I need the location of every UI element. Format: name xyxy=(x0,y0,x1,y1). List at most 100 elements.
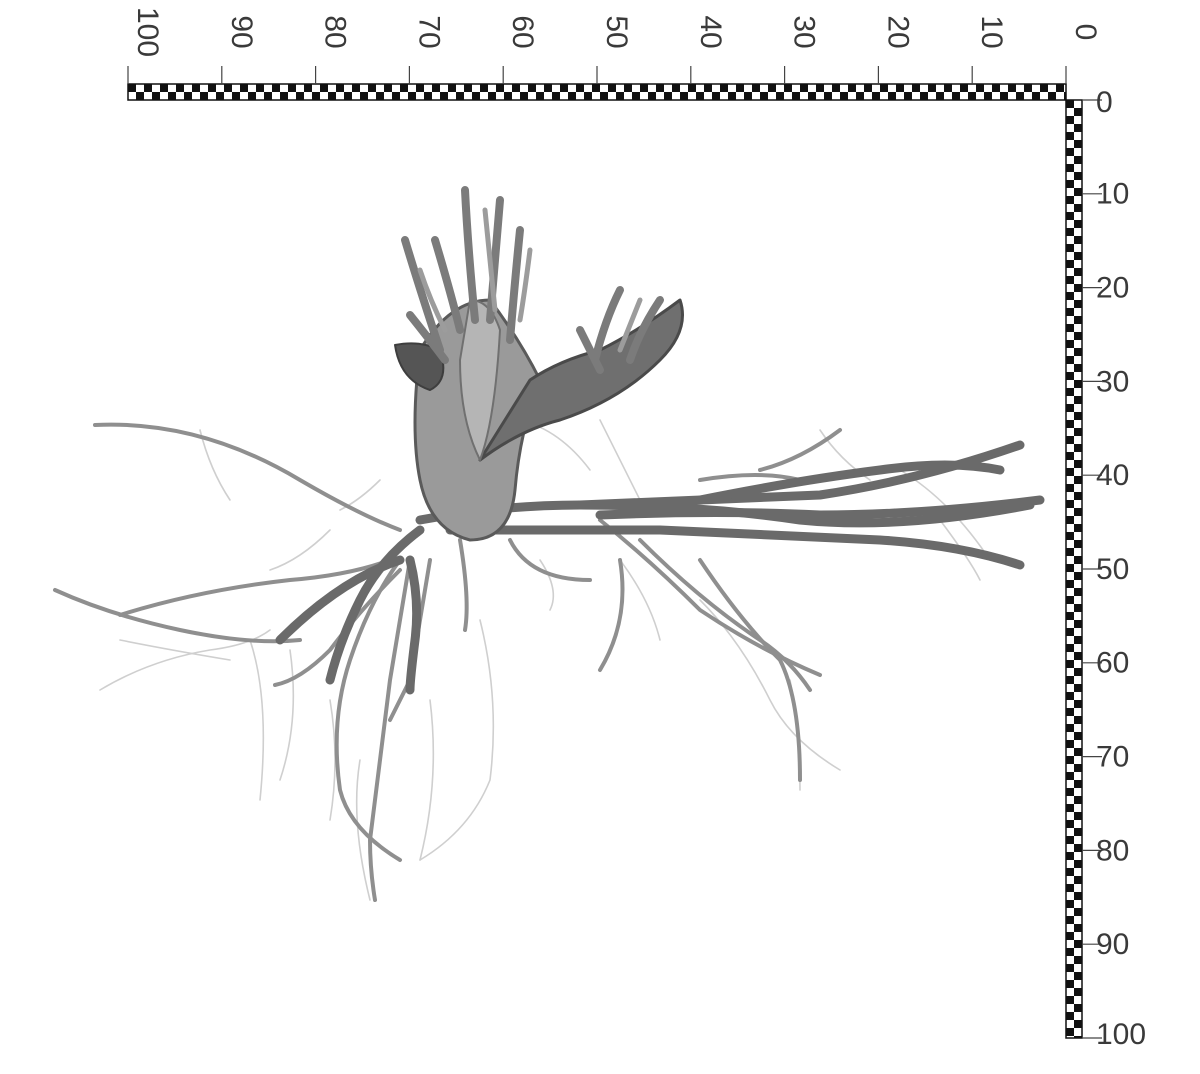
scale-check xyxy=(1066,148,1074,156)
scale-check xyxy=(864,84,872,92)
scale-check xyxy=(720,84,728,92)
scale-check xyxy=(560,84,568,92)
scale-check xyxy=(920,92,928,100)
scale-check xyxy=(1066,388,1074,396)
scale-check xyxy=(1066,996,1074,1004)
scale-check xyxy=(512,84,520,92)
scale-check xyxy=(400,84,408,92)
scale-check xyxy=(672,84,680,92)
scale-check xyxy=(800,84,808,92)
scale-check xyxy=(1066,404,1074,412)
scale-check xyxy=(1074,284,1082,292)
scale-check xyxy=(1066,692,1074,700)
scale-check xyxy=(1074,108,1082,116)
scale-check xyxy=(1066,948,1074,956)
scale-check xyxy=(1074,188,1082,196)
scale-check xyxy=(888,92,896,100)
secondary-roots xyxy=(53,422,842,902)
scale-check xyxy=(1074,1020,1082,1028)
scale-check xyxy=(368,84,376,92)
scale-check xyxy=(656,84,664,92)
scale-check xyxy=(1074,956,1082,964)
scale-check xyxy=(1066,420,1074,428)
scale-check xyxy=(1074,556,1082,564)
scale-check xyxy=(952,92,960,100)
right-scale-label: 50 xyxy=(1096,553,1129,586)
scale-check xyxy=(1056,84,1064,92)
scale-check xyxy=(264,92,272,100)
scale-check xyxy=(1074,252,1082,260)
top-scale-label: 20 xyxy=(881,15,914,48)
scale-check xyxy=(1074,172,1082,180)
right-scale-labels: 0 10 20 30 40 50 60 70 80 90 100 xyxy=(1096,86,1146,1051)
scale-check xyxy=(1066,196,1074,204)
scale-check xyxy=(552,92,560,100)
scale-check xyxy=(432,84,440,92)
scale-check xyxy=(1066,708,1074,716)
scale-check xyxy=(680,92,688,100)
scale-check xyxy=(1074,876,1082,884)
scale-check xyxy=(1074,588,1082,596)
scale-check xyxy=(1066,756,1074,764)
scale-check xyxy=(1066,548,1074,556)
scale-check xyxy=(944,84,952,92)
scale-check xyxy=(1066,276,1074,284)
scale-check xyxy=(848,84,856,92)
scale-check xyxy=(792,92,800,100)
scale-check xyxy=(1074,460,1082,468)
scale-check xyxy=(1066,1012,1074,1020)
scale-check xyxy=(416,84,424,92)
scale-check xyxy=(712,92,720,100)
scale-check xyxy=(1040,84,1048,92)
scale-check xyxy=(1066,900,1074,908)
scale-check xyxy=(744,92,752,100)
scale-check xyxy=(824,92,832,100)
scale-check xyxy=(1074,492,1082,500)
scale-check xyxy=(568,92,576,100)
top-scale-ticks xyxy=(127,66,1067,84)
scale-check xyxy=(1066,132,1074,140)
scale-check xyxy=(1066,644,1074,652)
scale-check xyxy=(576,84,584,92)
scale-check xyxy=(1074,444,1082,452)
scale-check xyxy=(1074,236,1082,244)
right-scale-label: 10 xyxy=(1096,178,1129,211)
scale-check xyxy=(1074,812,1082,820)
scale-check xyxy=(808,92,816,100)
scale-check xyxy=(912,84,920,92)
scale-check xyxy=(1074,668,1082,676)
scale-check xyxy=(456,92,464,100)
scale-check xyxy=(1000,92,1008,100)
scale-check xyxy=(1066,356,1074,364)
top-scale-label: 90 xyxy=(225,15,258,48)
scale-check xyxy=(1066,916,1074,924)
scale-check xyxy=(816,84,824,92)
scale-check xyxy=(208,84,216,92)
scale-check xyxy=(856,92,864,100)
scale-check xyxy=(496,84,504,92)
scale-check xyxy=(648,92,656,100)
scale-check xyxy=(1066,340,1074,348)
right-scale-label: 80 xyxy=(1096,834,1129,867)
right-scale-checker-pattern xyxy=(1066,100,1082,1038)
scale-check xyxy=(1066,964,1074,972)
top-scale-label: 50 xyxy=(600,15,633,48)
scale-check xyxy=(1074,716,1082,724)
scale-check xyxy=(1066,516,1074,524)
scale-check xyxy=(640,84,648,92)
top-scale-label: 10 xyxy=(975,15,1008,48)
scale-check xyxy=(184,92,192,100)
scale-check xyxy=(1066,468,1074,476)
scale-check xyxy=(1074,540,1082,548)
scale-check xyxy=(696,92,704,100)
scale-check xyxy=(304,84,312,92)
scale-check xyxy=(152,92,160,100)
scale-check xyxy=(288,84,296,92)
scale-check xyxy=(1074,396,1082,404)
right-scale-label: 0 xyxy=(1096,86,1113,119)
scale-check xyxy=(1074,908,1082,916)
scale-check xyxy=(224,84,232,92)
scale-check xyxy=(1066,260,1074,268)
right-scale-label: 40 xyxy=(1096,459,1129,492)
scale-check xyxy=(1074,940,1082,948)
